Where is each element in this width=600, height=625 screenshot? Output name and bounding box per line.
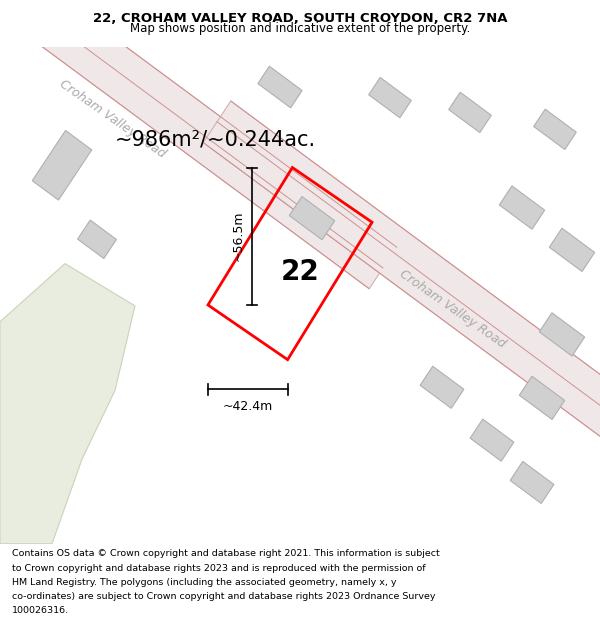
Polygon shape — [0, 264, 135, 544]
Polygon shape — [550, 228, 595, 271]
Text: Map shows position and indicative extent of the property.: Map shows position and indicative extent… — [130, 22, 470, 35]
Polygon shape — [449, 92, 491, 132]
Text: 22: 22 — [281, 258, 319, 286]
Polygon shape — [520, 376, 565, 419]
Text: Croham Valley Road: Croham Valley Road — [397, 268, 508, 351]
Polygon shape — [203, 101, 600, 458]
Text: ~56.5m: ~56.5m — [232, 211, 244, 261]
Polygon shape — [32, 131, 92, 200]
Text: 22, CROHAM VALLEY ROAD, SOUTH CROYDON, CR2 7NA: 22, CROHAM VALLEY ROAD, SOUTH CROYDON, C… — [93, 12, 507, 25]
Polygon shape — [77, 220, 116, 259]
Text: Croham Valley Road: Croham Valley Road — [56, 78, 167, 161]
Text: co-ordinates) are subject to Crown copyright and database rights 2023 Ordnance S: co-ordinates) are subject to Crown copyr… — [12, 592, 436, 601]
Text: HM Land Registry. The polygons (including the associated geometry, namely x, y: HM Land Registry. The polygons (includin… — [12, 578, 397, 587]
Polygon shape — [420, 366, 464, 408]
Polygon shape — [470, 419, 514, 461]
Polygon shape — [539, 312, 584, 356]
Polygon shape — [499, 186, 545, 229]
Text: ~42.4m: ~42.4m — [223, 400, 273, 413]
Polygon shape — [258, 66, 302, 108]
Polygon shape — [510, 461, 554, 504]
Polygon shape — [369, 78, 411, 118]
Polygon shape — [0, 0, 397, 289]
Text: to Crown copyright and database rights 2023 and is reproduced with the permissio: to Crown copyright and database rights 2… — [12, 564, 425, 572]
Polygon shape — [289, 196, 335, 240]
Text: Contains OS data © Crown copyright and database right 2021. This information is : Contains OS data © Crown copyright and d… — [12, 549, 440, 559]
Text: 100026316.: 100026316. — [12, 606, 69, 615]
Text: ~986m²/~0.244ac.: ~986m²/~0.244ac. — [115, 130, 316, 150]
Polygon shape — [534, 109, 576, 149]
